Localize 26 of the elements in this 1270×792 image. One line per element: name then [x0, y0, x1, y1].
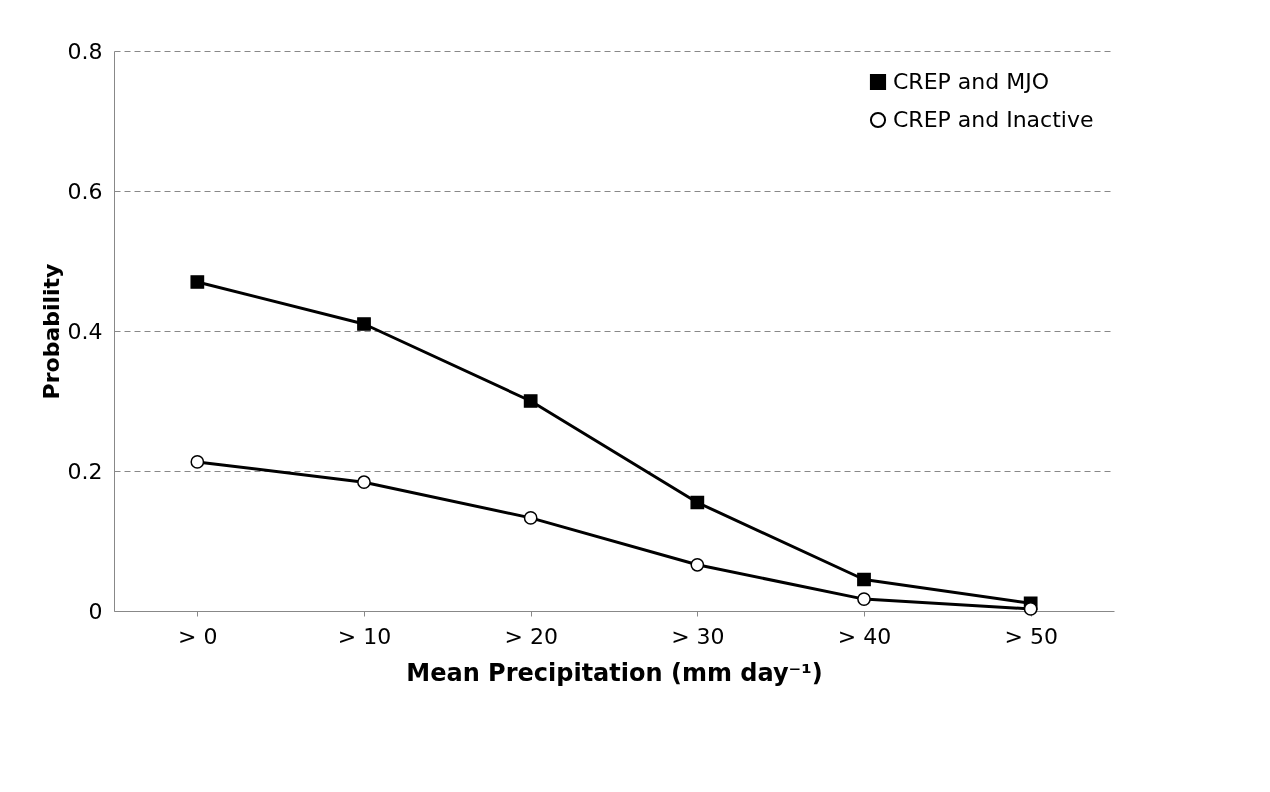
x-tick-label: > 30 — [671, 623, 725, 649]
point — [857, 572, 871, 587]
y-axis-title: Probability — [38, 263, 64, 400]
x-tick-label: > 40 — [837, 623, 892, 649]
x-tick-label: > 20 — [504, 623, 558, 649]
y-tick-label: 0.4 — [67, 318, 103, 344]
point — [523, 394, 538, 408]
x-tick-label: > 50 — [1004, 623, 1058, 649]
point — [190, 275, 205, 289]
point — [690, 557, 705, 572]
point — [523, 511, 538, 525]
x-axis-title: Mean Precipitation (mm day⁻¹) — [406, 658, 823, 687]
point — [690, 495, 705, 510]
point — [190, 455, 205, 469]
x-tick-label: > 0 — [178, 623, 218, 649]
y-tick-label: 0 — [88, 598, 103, 624]
x-tick-label: > 10 — [337, 623, 392, 649]
point — [1023, 602, 1038, 616]
point — [357, 317, 371, 331]
y-tick-label: 0.8 — [67, 38, 103, 64]
y-tick-label: 0.2 — [67, 458, 103, 484]
point — [357, 475, 371, 490]
point — [857, 592, 871, 606]
legend-label: CREP and Inactive — [893, 107, 1094, 132]
legend-label: CREP and MJO — [893, 69, 1049, 94]
y-tick-label: 0.6 — [67, 178, 103, 204]
